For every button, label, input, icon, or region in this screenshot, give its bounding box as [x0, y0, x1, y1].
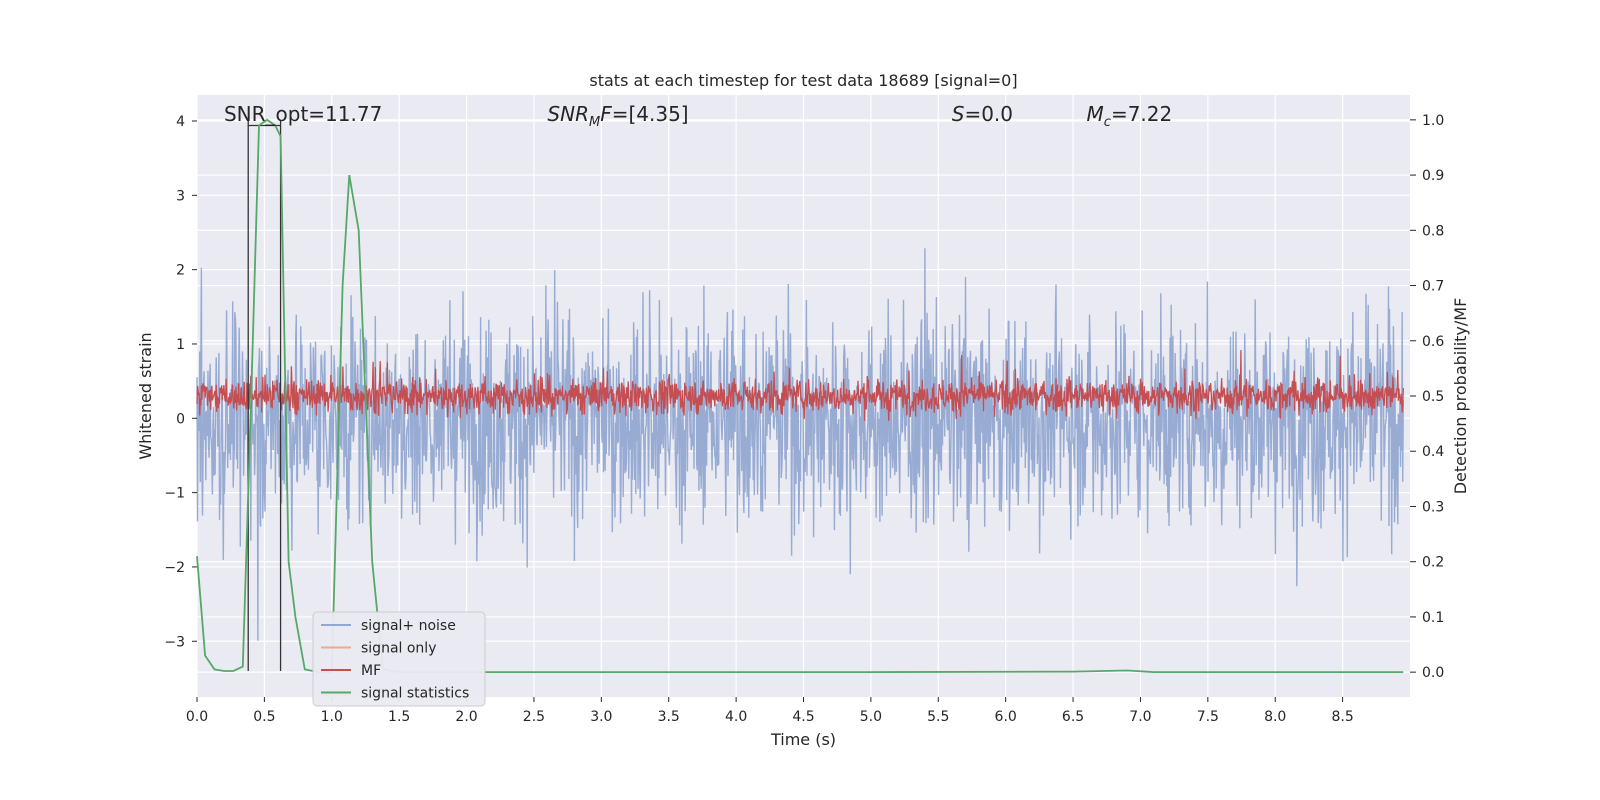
legend-label: signal only	[361, 641, 436, 657]
legend-box	[312, 611, 486, 707]
y-left-tick-label: 2	[176, 263, 185, 279]
y-right-tick-label: 0.7	[1422, 279, 1444, 295]
mf-series	[196, 350, 1404, 421]
x-tick-label: 3.5	[658, 709, 680, 725]
x-tick-label: 1.0	[321, 709, 343, 725]
chart-title: stats at each timestep for test data 186…	[589, 71, 1017, 90]
y-right-tick-label: 1.0	[1422, 113, 1444, 129]
y-left-tick-label: 4	[176, 114, 185, 130]
y-right-tick-label: 0.0	[1422, 665, 1444, 681]
y-left-tick-label: −2	[164, 560, 185, 576]
annotation-text: S=0.0	[952, 102, 1013, 126]
x-tick-label: 8.0	[1264, 709, 1286, 725]
x-tick-label: 1.5	[388, 709, 410, 725]
x-tick-label: 7.5	[1197, 709, 1219, 725]
x-tick-label: 3.0	[590, 709, 612, 725]
signal-noise-line	[196, 248, 1405, 641]
y-right-tick-label: 0.3	[1422, 499, 1444, 515]
y-right-tick-label: 0.1	[1422, 610, 1444, 626]
x-tick-label: 8.5	[1331, 709, 1353, 725]
y-right-axis-ticks: 0.0 0.1 0.2 0.3 0.4 0.5 0.6 0.7 0.8 0.9 1.0	[1410, 113, 1444, 681]
annotation-text: SNR_opt=11.77	[224, 102, 382, 126]
x-tick-label: 5.5	[927, 709, 949, 725]
y-left-tick-label: 1	[176, 337, 185, 353]
x-tick-label: 2.0	[455, 709, 477, 725]
x-tick-label: 6.0	[995, 709, 1017, 725]
y-right-axis-label: Detection probability/MF	[1451, 298, 1470, 495]
y-right-tick-label: 0.5	[1422, 389, 1444, 405]
x-tick-label: 4.5	[792, 709, 814, 725]
legend-label: signal statistics	[361, 686, 469, 702]
x-tick-label: 5.0	[860, 709, 882, 725]
y-left-tick-label: 0	[176, 411, 185, 427]
y-right-tick-label: 0.9	[1422, 168, 1444, 184]
annotation-text: Mc=7.22	[1087, 102, 1173, 130]
legend: signal+ noise signal only MF signal statist…	[312, 611, 486, 707]
y-left-tick-label: −3	[164, 634, 185, 650]
y-right-tick-label: 0.8	[1422, 223, 1444, 239]
legend-label: MF	[361, 663, 381, 679]
x-tick-label: 2.5	[523, 709, 545, 725]
y-right-tick-label: 0.6	[1422, 334, 1444, 350]
annotation-text: SNRMF=[4.35]	[547, 102, 688, 130]
x-tick-label: 6.5	[1062, 709, 1084, 725]
y-left-axis-label: Whitened strain	[136, 332, 155, 459]
y-right-tick-label: 0.2	[1422, 555, 1444, 571]
x-axis-label: Time (s)	[770, 730, 836, 749]
y-left-tick-label: 3	[176, 188, 185, 204]
x-tick-label: 0.0	[186, 709, 208, 725]
y-right-tick-label: 0.4	[1422, 444, 1444, 460]
legend-label: signal+ noise	[361, 618, 456, 634]
x-tick-label: 0.5	[253, 709, 275, 725]
x-tick-label: 7.0	[1129, 709, 1151, 725]
y-left-tick-label: −1	[164, 486, 185, 502]
signal-noise-series	[196, 248, 1405, 641]
mf-line	[196, 350, 1404, 421]
x-axis-ticks: 0.0 0.5 1.0 1.5 2.0 2.5 3.0 3.5 4.0 4.5 5.0 5.5 6.0 6…	[186, 697, 1354, 725]
x-tick-label: 4.0	[725, 709, 747, 725]
annotations: SNR_opt=11.77 SNRMF=[4.35] S=0.0 Mc=7.22	[224, 102, 1172, 130]
y-left-axis-ticks: −3 −2 −1 0 1 2 3 4	[164, 114, 197, 650]
